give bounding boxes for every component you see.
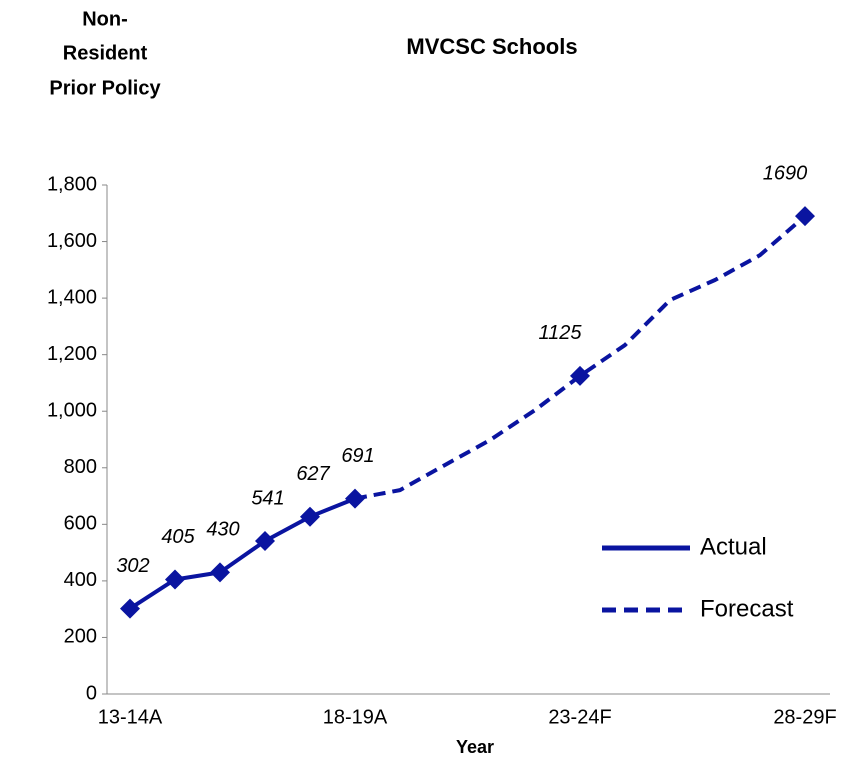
data-label: 405 — [161, 526, 195, 548]
data-label: 1690 — [763, 162, 808, 184]
marker — [255, 531, 275, 552]
y-tick-label: 600 — [64, 513, 97, 535]
x-axis-label: Year — [456, 737, 494, 757]
marker — [120, 598, 140, 619]
chart-title: MVCSC Schools — [406, 34, 577, 59]
annotation-line: Prior Policy — [49, 77, 161, 99]
data-label: 430 — [206, 519, 239, 541]
marker — [165, 569, 185, 590]
y-tick-label: 200 — [64, 626, 97, 648]
x-tick-label: 18-19A — [323, 706, 388, 728]
x-tick-label: 23-24F — [548, 706, 611, 728]
y-tick-label: 1,600 — [47, 230, 97, 252]
marker — [795, 206, 815, 227]
series-line — [354, 214, 807, 501]
annotation-line: Resident — [63, 42, 148, 64]
data-label: 302 — [116, 555, 149, 577]
legend-label: Actual — [700, 533, 767, 560]
data-label: 1125 — [538, 322, 582, 344]
y-tick-label: 0 — [86, 682, 97, 704]
marker — [210, 562, 230, 583]
marker — [570, 365, 590, 386]
y-tick-label: 800 — [64, 456, 97, 478]
series-line — [128, 496, 356, 611]
data-label: 691 — [341, 445, 374, 467]
y-tick-label: 400 — [64, 569, 97, 591]
data-label: 541 — [251, 487, 284, 509]
data-label: 627 — [296, 463, 330, 485]
y-tick-label: 1,400 — [47, 286, 97, 308]
x-tick-label: 28-29F — [773, 706, 836, 728]
x-tick-label: 13-14A — [98, 706, 163, 728]
marker — [300, 506, 320, 527]
y-tick-label: 1,800 — [47, 173, 97, 195]
y-tick-label: 1,000 — [47, 400, 97, 422]
y-tick-label: 1,200 — [47, 343, 97, 365]
annotation-line: Non- — [82, 8, 128, 30]
legend-label: Forecast — [700, 595, 794, 622]
